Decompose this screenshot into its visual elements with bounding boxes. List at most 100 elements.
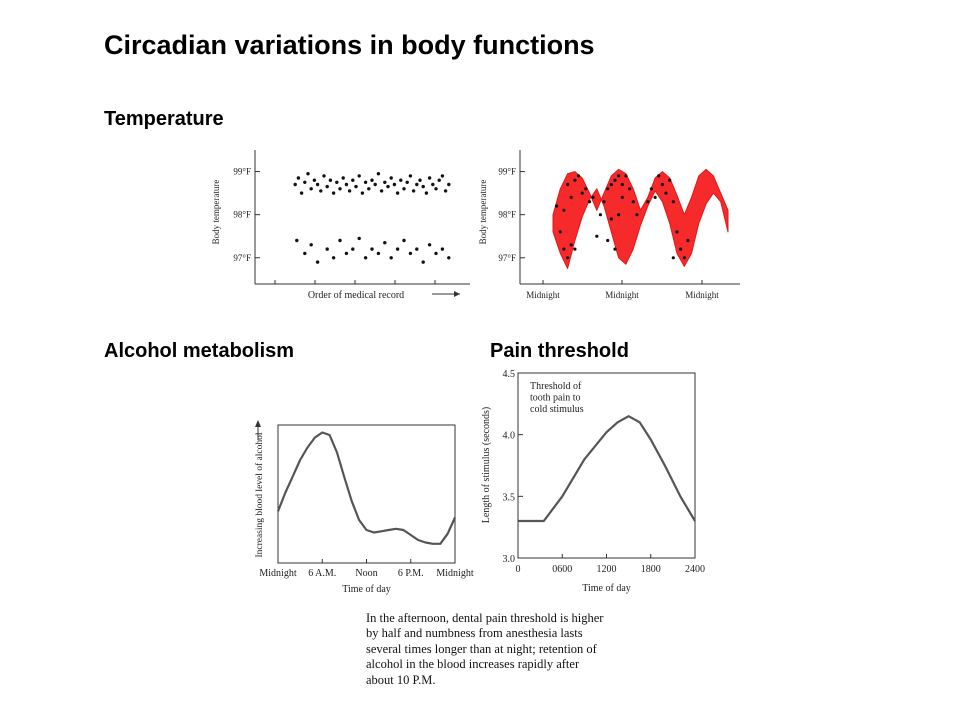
data-point (434, 251, 438, 256)
data-point (408, 174, 413, 178)
data-point (631, 200, 635, 204)
data-point (569, 243, 573, 247)
data-point (598, 213, 603, 217)
data-point (383, 180, 387, 184)
x-axis-label: Time of day (582, 583, 631, 594)
data-point (576, 174, 581, 178)
data-point (609, 217, 613, 221)
data-point (383, 241, 387, 245)
data-point (357, 236, 361, 241)
data-point (303, 251, 307, 256)
data-point (370, 178, 374, 182)
data-point (562, 247, 566, 251)
data-point (347, 189, 352, 193)
section-pain-threshold: Pain threshold (490, 340, 629, 362)
y-axis-label: Body temperature (211, 180, 221, 245)
x-tick-label: Midnight (605, 290, 639, 300)
data-point (360, 191, 365, 195)
data-point (402, 187, 406, 191)
y-tick-label: 4.0 (503, 431, 516, 442)
data-point (620, 195, 624, 199)
data-point (331, 191, 336, 195)
data-point (299, 191, 304, 195)
data-point (306, 172, 310, 176)
data-point (370, 247, 374, 251)
data-point (303, 180, 307, 184)
y-tick-label: 97°F (498, 253, 516, 263)
data-point (620, 182, 624, 187)
data-point (609, 182, 613, 187)
data-point (295, 238, 299, 243)
y-tick-label: 98°F (498, 210, 516, 220)
data-point (421, 184, 425, 189)
data-point (440, 174, 445, 178)
x-tick-label: 2400 (685, 564, 705, 575)
data-point (447, 256, 451, 260)
x-tick-label: Midnight (436, 568, 473, 579)
x-tick-label: 6 A.M. (308, 568, 336, 579)
data-point (628, 187, 632, 191)
data-point (580, 191, 584, 195)
figure-caption: In the afternoon, dental pain threshold … (366, 611, 604, 687)
data-point (338, 187, 342, 191)
y-tick-label: 99°F (233, 167, 251, 177)
data-point (443, 189, 448, 193)
data-point (555, 204, 559, 208)
data-line (518, 415, 696, 523)
data-point (421, 260, 425, 264)
data-point (411, 189, 416, 193)
data-point (562, 208, 566, 212)
x-tick-label: 0600 (552, 564, 572, 575)
data-point (606, 238, 610, 243)
data-point (402, 238, 406, 243)
data-point (309, 187, 313, 191)
data-point (431, 182, 435, 187)
data-point (675, 230, 679, 234)
y-axis-label: Increasing blood level of alcohol (254, 432, 265, 557)
data-point (434, 187, 438, 191)
data-point (613, 247, 617, 251)
y-tick-label: 99°F (498, 167, 516, 177)
data-point (331, 256, 336, 260)
data-point (587, 200, 592, 204)
data-point (682, 256, 686, 260)
chart-pain: 4.5 4.0 3.5 3.00 0600 1200 1800 2400 Time of day… (481, 369, 705, 594)
data-point (363, 256, 368, 260)
y-axis-label: Body temperature (478, 180, 488, 245)
section-alcohol-metabolism: Alcohol metabolism (104, 340, 295, 362)
data-point (315, 260, 320, 264)
y-tick-label: 3.0 (503, 554, 516, 565)
y-arrow-head (255, 420, 261, 427)
temperature-band (552, 168, 729, 269)
data-point (591, 195, 595, 199)
data-point (312, 178, 317, 182)
data-point (617, 174, 621, 178)
y-tick-label: 97°F (233, 253, 251, 263)
data-point (395, 247, 400, 251)
x-tick-label: 0 (516, 564, 521, 575)
data-point (558, 230, 562, 234)
data-point (649, 187, 654, 191)
data-point (415, 247, 419, 251)
y-tick-label: 3.5 (503, 492, 516, 503)
data-point (573, 247, 577, 251)
data-point (653, 195, 657, 199)
data-point (373, 182, 377, 187)
data-point (613, 178, 617, 182)
data-point (376, 251, 381, 256)
x-tick-label: Midnight (685, 290, 719, 300)
data-point (357, 174, 361, 178)
data-point (686, 238, 690, 243)
data-point (315, 182, 320, 187)
y-axis-label: Length of stimulus (seconds) (481, 407, 492, 523)
x-tick-label: 1800 (641, 564, 661, 575)
data-point (335, 180, 339, 184)
page-title: Circadian variations in body functions (104, 30, 595, 60)
data-point (427, 243, 432, 247)
x-tick-label: 6 P.M. (398, 568, 424, 579)
x-tick-label: Midnight (526, 290, 560, 300)
data-point (322, 174, 326, 178)
data-point (363, 180, 368, 184)
data-point (671, 200, 675, 204)
data-point (573, 178, 577, 182)
